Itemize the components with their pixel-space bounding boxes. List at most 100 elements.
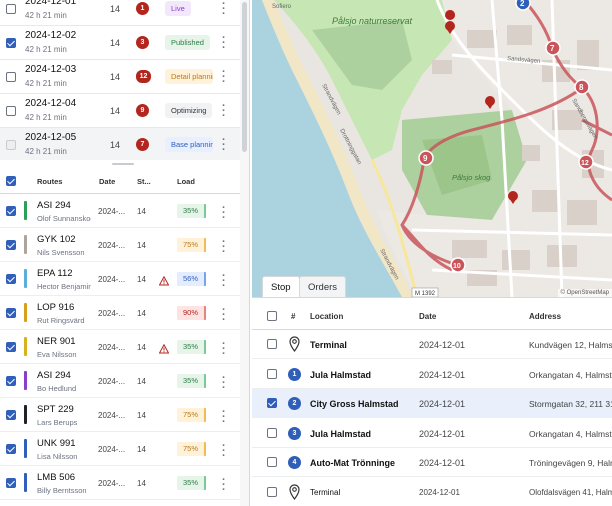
plan-checkbox[interactable] <box>6 106 16 116</box>
more-options-icon[interactable]: · · · <box>222 202 226 224</box>
stop-checkbox[interactable] <box>267 486 277 497</box>
column-header-load[interactable]: Load <box>177 177 195 186</box>
plan-duration: 42 h 21 min <box>25 113 67 122</box>
route-color-bar <box>24 371 27 390</box>
route-row[interactable]: LOP 916 Rut Ringsvärd 2024-... 14 90% · · · <box>0 296 240 330</box>
stop-date: 2024-12-01 <box>419 399 466 409</box>
plan-list: 2024-12-01 42 h 21 min 14 1 Live · · · 2024-12-0… <box>0 0 240 160</box>
column-header-stop-date[interactable]: Date <box>419 312 437 321</box>
routes-table-header: Routes Date St... Load <box>0 168 249 194</box>
stop-checkbox[interactable] <box>267 368 277 379</box>
more-options-icon[interactable]: · · · <box>222 338 226 360</box>
more-options-icon[interactable]: · · · <box>222 474 226 496</box>
more-options-icon[interactable]: · · · <box>222 66 226 88</box>
route-stop-count: 14 <box>137 445 146 454</box>
route-checkbox[interactable] <box>6 274 16 284</box>
plan-date: 2024-12-05 <box>25 132 77 143</box>
route-checkbox[interactable] <box>6 478 16 488</box>
plan-row[interactable]: 2024-12-02 42 h 21 min 14 3 Published · · · <box>0 26 240 60</box>
route-row[interactable]: ASI 294 Olof Sunnanskog 2024-... 14 35% · · · <box>0 194 240 228</box>
tab-stop[interactable]: Stop <box>262 276 300 297</box>
route-row[interactable]: ASI 294 Bo Hedlund 2024-... 14 35% · · · <box>0 364 240 398</box>
stop-row[interactable]: Terminal 2024-12-01 Kundvägen 12, Halmstad <box>252 330 612 359</box>
plan-row[interactable]: 2024-12-05 42 h 21 min 14 7 Base planning ··· <box>0 128 240 160</box>
more-options-icon[interactable]: · · · <box>222 406 226 428</box>
map-canvas: Pålsjo naturreservat Pålsjo skog Strandv… <box>252 0 612 297</box>
plan-checkbox[interactable] <box>6 72 16 82</box>
map-stop-marker-10[interactable]: 10 <box>450 257 466 273</box>
route-checkbox[interactable] <box>6 240 16 250</box>
map-attribution[interactable]: © OpenStreetMap <box>557 289 612 297</box>
more-options-icon[interactable]: · · · <box>222 0 226 20</box>
route-checkbox[interactable] <box>6 444 16 454</box>
more-options-icon[interactable]: · · · <box>222 32 226 54</box>
stop-row[interactable]: 2 City Gross Halmstad 2024-12-01 Stormgatan… <box>252 389 612 418</box>
map-stop-marker-12[interactable]: 12 <box>578 154 594 170</box>
column-header-address[interactable]: Address <box>529 312 562 321</box>
more-options-icon[interactable]: · · · <box>222 270 226 292</box>
route-row[interactable]: SPT 229 Lars Berups 2024-... 14 75% · · · <box>0 398 240 432</box>
map-stop-marker-7[interactable]: 7 <box>545 40 561 56</box>
route-color-bar <box>24 439 27 458</box>
map-stop-marker-8[interactable]: 8 <box>574 79 590 95</box>
stop-checkbox[interactable] <box>267 457 277 467</box>
stop-address: Stormgatan 32, 211 31 <box>529 399 612 409</box>
route-row[interactable]: GYK 102 Nils Svensson 2024-... 14 75% · · · <box>0 228 240 262</box>
route-row[interactable]: NER 901 Eva Nilsson 2024-... 14 35% · · · <box>0 330 240 364</box>
route-stop-count: 14 <box>137 377 146 386</box>
plan-date: 2024-12-03 <box>25 64 77 75</box>
svg-text:2: 2 <box>520 0 525 8</box>
map-stop-marker-2[interactable]: 2 <box>515 0 531 11</box>
stop-number-badge: 4 <box>288 456 301 469</box>
stop-checkbox[interactable] <box>267 398 277 408</box>
plan-date: 2024-12-02 <box>25 30 77 41</box>
more-options-icon[interactable]: · · · <box>222 236 226 258</box>
route-row[interactable]: UNK 991 Lisa Nilsson 2024-... 14 75% · · · <box>0 432 240 466</box>
stop-row[interactable]: Terminal 2024-12-01 Olofdalsvägen 41, Halm… <box>252 478 612 506</box>
route-row[interactable]: EPA 112 Hector Benjaminsson 2024-... 14 56% ·… <box>0 262 240 296</box>
panel-resize-handle[interactable] <box>112 163 134 165</box>
route-checkbox[interactable] <box>6 206 16 216</box>
column-header-location[interactable]: Location <box>310 312 344 321</box>
select-all-stops-checkbox[interactable] <box>267 311 277 321</box>
route-checkbox[interactable] <box>6 376 16 386</box>
column-header-date[interactable]: Date <box>99 177 116 186</box>
more-options-icon[interactable]: · · · <box>222 440 226 462</box>
plan-row[interactable]: 2024-12-04 42 h 21 min 14 9 Optimizing · · · <box>0 94 240 128</box>
route-checkbox[interactable] <box>6 342 16 352</box>
column-header-number[interactable]: # <box>291 312 296 321</box>
plan-checkbox[interactable] <box>6 38 16 48</box>
main-road <box>370 159 419 297</box>
column-header-stops[interactable]: St... <box>137 177 151 186</box>
column-header-routes[interactable]: Routes <box>37 177 63 186</box>
scrollbar-track[interactable] <box>240 0 249 506</box>
plan-alert-badge: 7 <box>136 138 149 151</box>
stop-checkbox[interactable] <box>267 427 277 438</box>
stop-row[interactable]: 3 Jula Halmstad 2024-12-01 Orkangatan 4, Ha… <box>252 419 612 448</box>
more-options-icon[interactable]: · · · <box>222 372 226 394</box>
more-options-icon[interactable]: · · · <box>222 134 226 156</box>
route-date: 2024-... <box>98 479 126 488</box>
route-checkbox[interactable] <box>6 308 16 318</box>
plan-route-count: 14 <box>110 140 121 150</box>
map-label-road3: Sandsvägen <box>507 56 541 65</box>
tab-orders[interactable]: Orders <box>299 276 347 297</box>
route-row[interactable]: LMB 506 Billy Berntsson 2024-... 14 35% · · · <box>0 466 240 500</box>
scrollbar-thumb[interactable] <box>242 2 247 152</box>
select-all-routes-checkbox[interactable] <box>6 176 16 186</box>
more-options-icon[interactable]: · · · <box>222 304 226 326</box>
map-label-reserve: Pålsjo naturreservat <box>332 16 413 26</box>
more-options-icon[interactable]: · · · <box>222 100 226 122</box>
map-stop-marker-9[interactable]: 9 <box>418 150 434 166</box>
plan-status-badge: Base planning <box>165 137 213 152</box>
plan-row[interactable]: 2024-12-01 42 h 21 min 14 1 Live · · · <box>0 0 240 26</box>
plan-row[interactable]: 2024-12-03 42 h 21 min 14 12 Detail planning… <box>0 60 240 94</box>
plan-checkbox[interactable] <box>6 4 16 14</box>
stop-row[interactable]: 4 Auto-Mat Trönninge 2024-12-01 Tröningeväg… <box>252 448 612 477</box>
route-checkbox[interactable] <box>6 410 16 420</box>
stop-row[interactable]: 1 Jula Halmstad 2024-12-01 Orkangatan 4, Ha… <box>252 360 612 389</box>
route-map[interactable]: Pålsjo naturreservat Pålsjo skog Strandv… <box>252 0 612 297</box>
route-load-badge: 75% <box>177 442 206 456</box>
stop-checkbox[interactable] <box>267 339 277 349</box>
route-color-bar <box>24 269 27 288</box>
